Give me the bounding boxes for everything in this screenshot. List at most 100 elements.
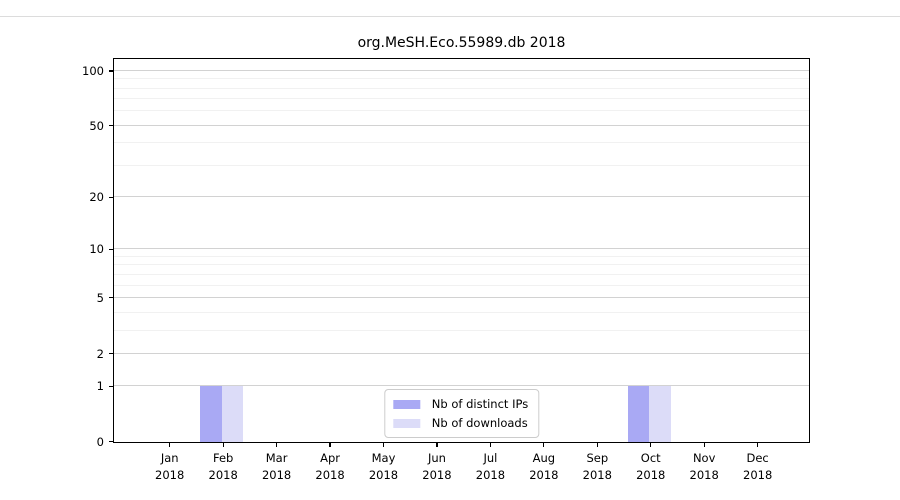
y-tick-mark — [109, 441, 113, 443]
major-gridline — [114, 296, 809, 298]
major-gridline — [114, 69, 809, 71]
bar-nb-of-downloads — [221, 386, 244, 442]
legend-label-nb-of-downloads: Nb of downloads — [431, 416, 528, 430]
x-tick-label: Sep 2018 — [565, 450, 629, 484]
chart-title: org.MeSH.Eco.55989.db 2018 — [357, 35, 566, 51]
x-tick-month: Dec — [746, 451, 769, 465]
y-tick-mark — [109, 125, 113, 127]
x-tick-year: 2018 — [155, 468, 185, 482]
minor-gridline — [114, 142, 809, 144]
x-tick-mark — [596, 443, 598, 447]
x-tick-label: Jan 2018 — [138, 450, 202, 484]
x-tick-month: Jan — [160, 451, 179, 465]
y-tick-label: 1 — [96, 379, 104, 394]
x-tick-year: 2018 — [422, 468, 452, 482]
minor-gridline — [114, 311, 809, 313]
x-tick-year: 2018 — [208, 468, 238, 482]
x-tick-label: Aug 2018 — [512, 450, 576, 484]
legend: Nb of distinct IPs Nb of downloads — [383, 389, 540, 438]
x-tick-year: 2018 — [743, 468, 773, 482]
minor-gridline — [114, 98, 809, 100]
x-tick-label: Jul 2018 — [458, 450, 522, 484]
x-tick-year: 2018 — [689, 468, 719, 482]
y-tick-label: 20 — [89, 190, 104, 205]
legend-swatch-nb-of-downloads — [392, 418, 420, 428]
legend-row-nb-of-downloads: Nb of downloads — [392, 416, 528, 430]
bar-nb-of-distinct-ips — [627, 386, 650, 442]
x-tick-mark — [650, 443, 652, 447]
x-tick-year: 2018 — [475, 468, 506, 482]
y-tick-mark — [109, 385, 113, 387]
x-tick-year: 2018 — [368, 468, 399, 482]
x-tick-month: Oct — [640, 451, 661, 465]
legend-swatch-nb-of-distinct-ips — [392, 399, 420, 409]
minor-gridline — [114, 78, 809, 80]
minor-gridline — [114, 110, 809, 112]
x-tick-label: Oct 2018 — [619, 450, 683, 484]
x-tick-month: Apr — [320, 451, 340, 465]
bar-nb-of-downloads — [649, 386, 671, 442]
x-tick-mark — [757, 443, 759, 447]
major-gridline — [114, 124, 809, 126]
top-divider — [0, 16, 900, 17]
x-tick-month: Nov — [692, 451, 716, 465]
x-tick-month: May — [371, 451, 396, 465]
x-tick-mark — [169, 443, 171, 447]
x-tick-label: May 2018 — [352, 450, 416, 484]
bar-layer — [114, 59, 809, 442]
minor-gridline — [114, 164, 809, 166]
minor-gridline — [114, 284, 809, 286]
x-tick-label: Dec 2018 — [726, 450, 790, 484]
y-tick-mark — [109, 196, 113, 198]
y-tick-mark — [109, 352, 113, 355]
legend-row-nb-of-distinct-ips: Nb of distinct IPs — [392, 397, 529, 411]
x-tick-label: Jun 2018 — [405, 450, 469, 484]
minor-gridline — [114, 264, 809, 266]
x-tick-month: Feb — [212, 451, 234, 465]
major-gridline — [114, 352, 809, 354]
minor-gridline — [114, 255, 809, 257]
x-tick-month: Aug — [532, 451, 556, 465]
minor-gridline — [114, 87, 809, 89]
x-tick-month: Jun — [427, 451, 446, 465]
x-tick-year: 2018 — [582, 468, 612, 482]
y-tick-label: 10 — [89, 242, 104, 257]
x-tick-month: Sep — [586, 451, 609, 465]
x-tick-mark — [276, 443, 278, 447]
x-tick-year: 2018 — [315, 468, 345, 482]
x-tick-mark — [382, 443, 385, 447]
minor-gridline — [114, 273, 809, 275]
x-tick-label: Mar 2018 — [245, 450, 309, 484]
x-tick-mark — [222, 443, 224, 447]
major-gridline — [114, 248, 809, 250]
y-tick-label: 50 — [89, 118, 104, 133]
y-tick-label: 0 — [96, 434, 104, 449]
y-tick-label: 5 — [96, 290, 104, 305]
x-tick-label: Apr 2018 — [298, 450, 362, 484]
plot-area: Nb of distinct IPs Nb of downloads — [113, 58, 810, 443]
y-tick-mark — [109, 248, 113, 250]
x-tick-mark — [543, 443, 545, 447]
x-tick-month: Mar — [265, 451, 288, 465]
minor-gridline — [114, 329, 809, 331]
y-tick-mark — [109, 70, 113, 72]
x-tick-year: 2018 — [636, 468, 666, 482]
bar-nb-of-distinct-ips — [200, 386, 222, 442]
x-tick-mark — [329, 443, 331, 447]
gridline-layer — [114, 59, 809, 442]
y-tick-mark — [109, 297, 113, 299]
y-tick-label: 2 — [96, 346, 104, 361]
x-tick-mark — [489, 443, 491, 447]
legend-label-nb-of-distinct-ips: Nb of distinct IPs — [431, 397, 529, 411]
y-tick-label: 100 — [82, 64, 104, 78]
x-tick-mark — [436, 443, 438, 447]
major-gridline — [114, 196, 809, 198]
x-tick-year: 2018 — [529, 468, 559, 482]
x-tick-mark — [703, 443, 705, 447]
x-tick-year: 2018 — [261, 468, 292, 482]
major-gridline — [114, 385, 809, 387]
x-tick-label: Feb 2018 — [191, 450, 255, 484]
x-tick-label: Nov 2018 — [672, 450, 736, 484]
x-tick-month: Jul — [483, 451, 498, 465]
